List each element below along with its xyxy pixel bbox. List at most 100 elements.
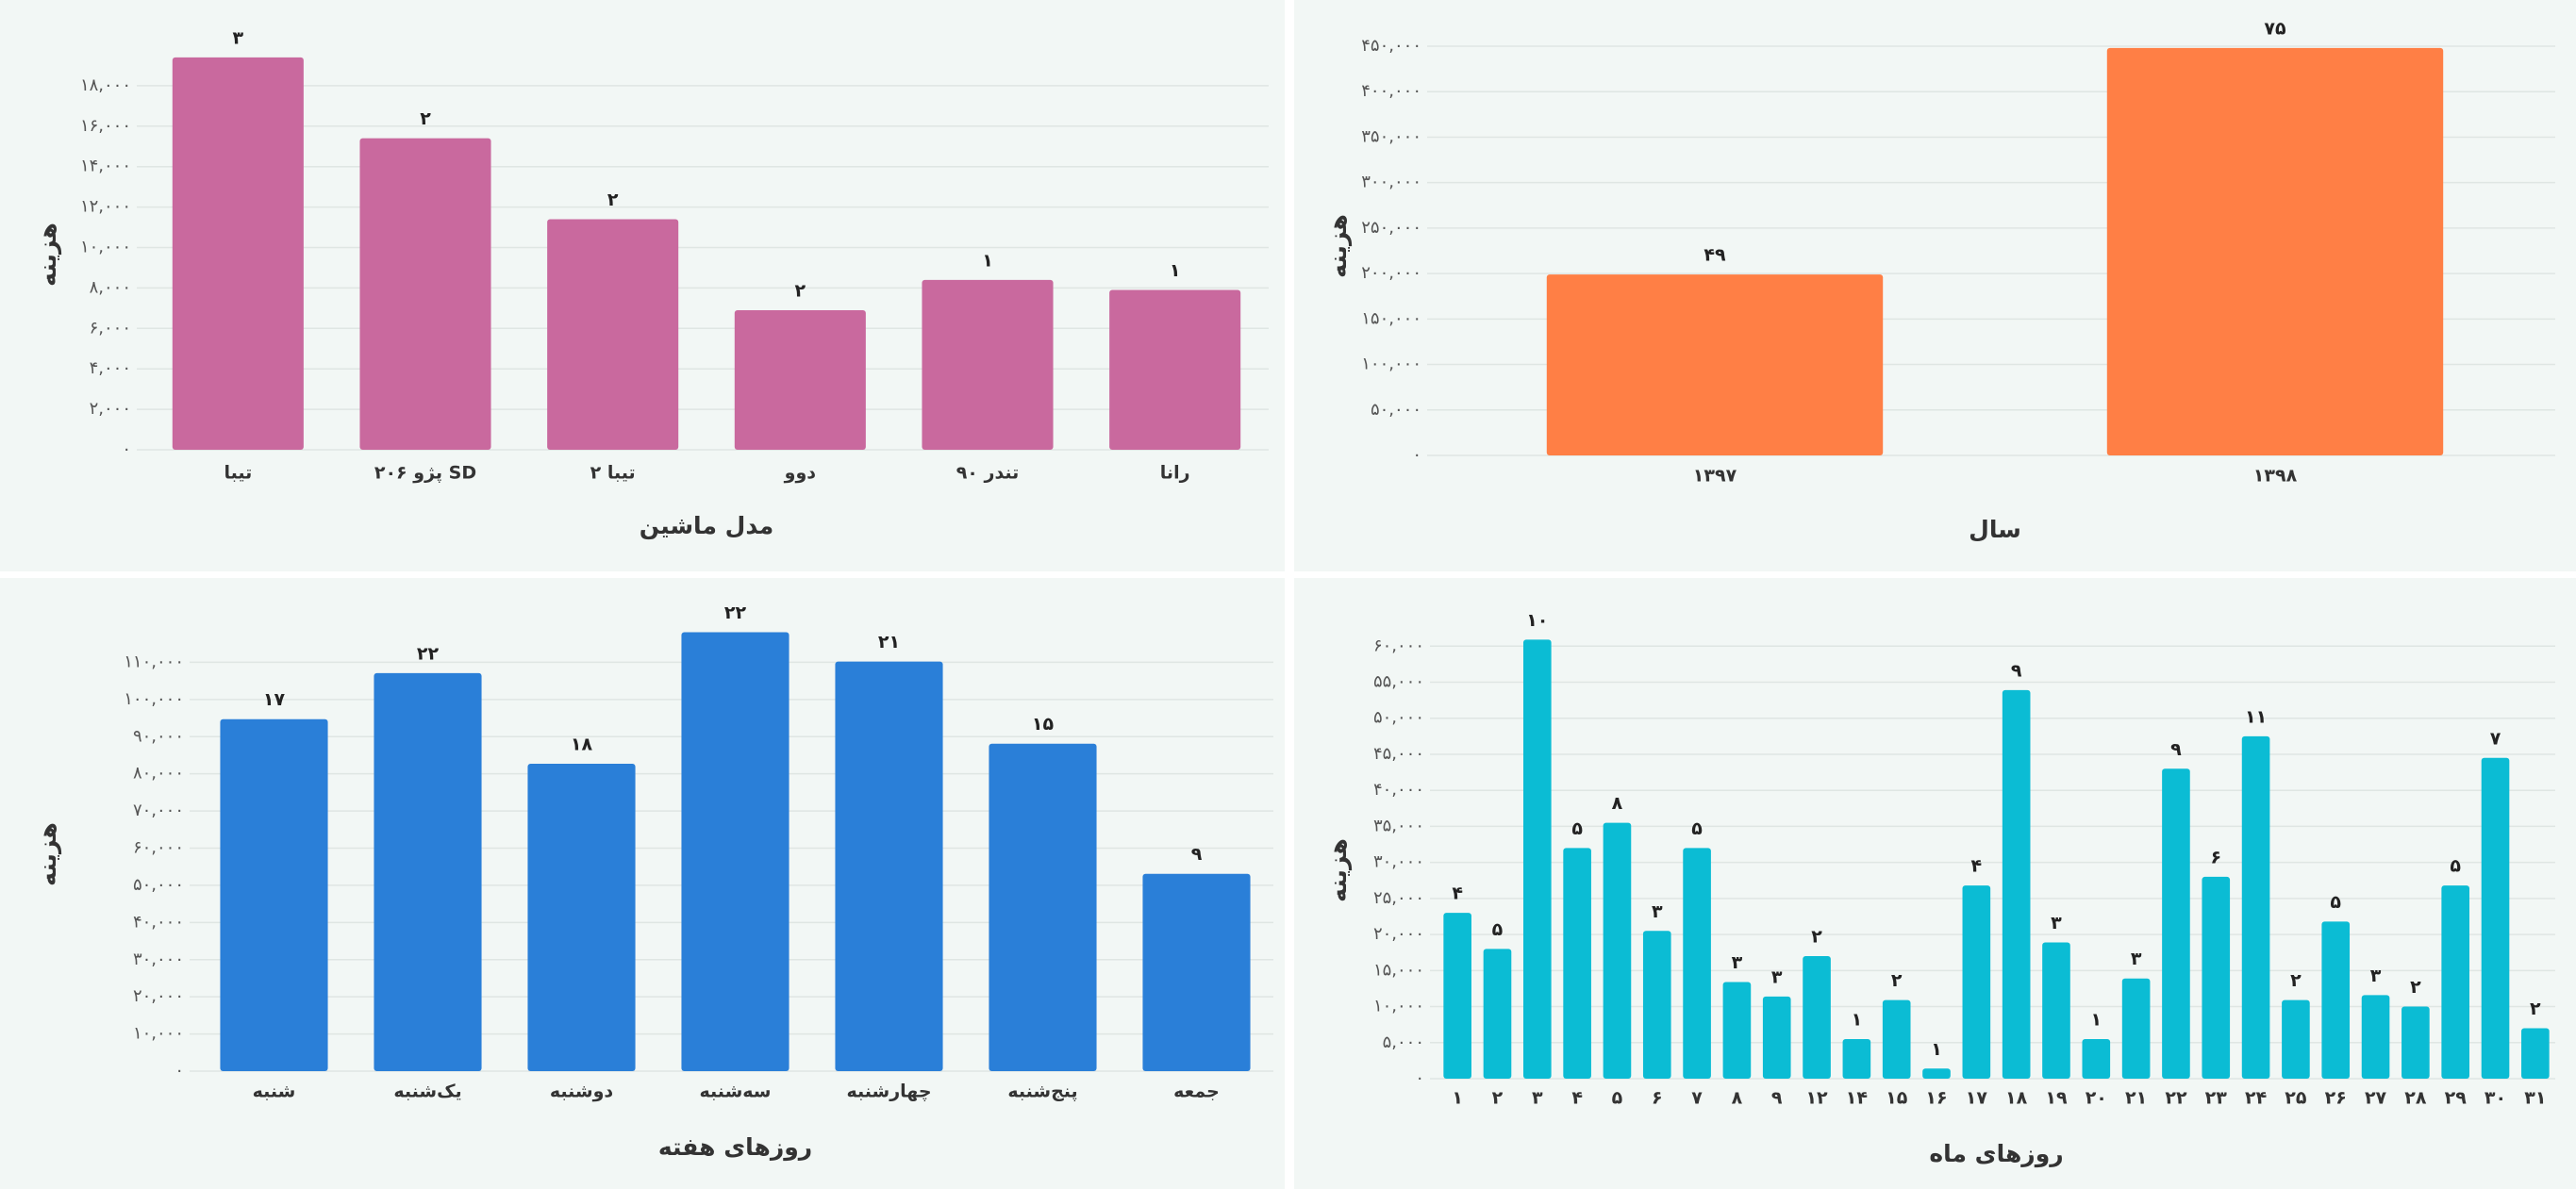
y-tick-label: ۲۰,۰۰۰ [133,986,184,1006]
y-tick-label: ۱۶,۰۰۰ [80,116,131,136]
bar [2282,999,2310,1079]
x-tick-label: ۱۷ [1966,1088,1988,1109]
count-label: ۲ [1891,970,1903,991]
bar [2082,1038,2111,1079]
count-label: ۵ [1492,919,1504,940]
x-tick-label: ۲۰ [2086,1088,2107,1109]
count-label: ۷۵ [2264,18,2286,39]
x-tick-label: ۹ [1771,1088,1783,1109]
x-tick-label: ۱۴ [1846,1088,1868,1109]
y-tick-label: ۱۲,۰۰۰ [80,197,131,217]
y-tick-label: ۹۰,۰۰۰ [133,726,184,746]
y-tick-label: ۲۵۰,۰۰۰ [1361,218,1421,238]
count-label: ۱۱ [2245,706,2267,727]
y-tick-label: ۱۰۰,۰۰۰ [1361,355,1421,374]
x-tick-label: ۱۹ [2045,1088,2068,1109]
bar [1563,848,1591,1079]
y-tick-label: ۸,۰۰۰ [90,277,131,297]
count-label: ۱ [2090,1009,2102,1030]
x-tick-label: یک‌شنبه [393,1082,461,1102]
y-tick-label: ۱۵۰,۰۰۰ [1361,308,1421,328]
count-label: ۲۱ [878,632,900,652]
bar [1443,913,1471,1079]
y-tick-label: ۵,۰۰۰ [1383,1032,1424,1052]
bar [2002,689,2031,1079]
y-tick-label: ۴۵,۰۰۰ [1373,744,1424,764]
x-tick-label: ۱۳۹۸ [2253,466,2298,487]
x-axis-title: روزهای هفته [658,1133,812,1162]
x-tick-label: ۷ [1691,1088,1703,1109]
bar [2162,768,2190,1079]
bar [1803,956,1831,1079]
y-tick-label: ۳۰,۰۰۰ [1373,852,1424,872]
count-label: ۲۲ [724,603,747,623]
y-tick-label: ۲۰۰,۰۰۰ [1361,263,1421,283]
x-tick-label: ۱۵ [1886,1088,1908,1109]
count-label: ۲ [795,280,806,301]
x-tick-label: چهارشنبه [846,1082,931,1102]
chart-panel: ۰ ۵۰,۰۰۰ ۱۰۰,۰۰۰ ۱۵۰,۰۰۰ ۲۰۰,۰۰۰ ۲۵۰,۰۰۰ ۳۰۰,۰… [1294,0,2576,571]
count-label: ۹ [2170,739,2182,760]
x-tick-label: ۲۱ [2125,1088,2147,1109]
y-tick-label: ۵۵,۰۰۰ [1373,672,1424,692]
count-label: ۳ [2131,949,2142,969]
bar [1762,996,1791,1079]
x-axis-title: سال [1969,516,2021,543]
x-tick-label: ۴ [1571,1088,1583,1109]
bar [1603,822,1632,1079]
bar [2241,735,2270,1079]
y-tick-label: ۱۸,۰۰۰ [80,75,131,95]
y-tick-label: ۵۰,۰۰۰ [1373,708,1424,728]
count-label: ۷ [2490,728,2501,749]
count-label: ۱۷ [263,689,286,710]
count-label: ۲ [2530,999,2541,1019]
x-tick-label: ۲۸ [2404,1088,2427,1109]
bar [922,279,1054,450]
y-tick-label: ۵۰,۰۰۰ [1371,400,1421,420]
chart-panel: ۰ ۵,۰۰۰ ۱۰,۰۰۰ ۱۵,۰۰۰ ۲۰,۰۰۰ ۲۵,۰۰۰ ۳۰,۰۰۰ ۳۵,۰… [1294,578,2576,1189]
y-tick-label: ۵۰,۰۰۰ [133,875,184,895]
count-label: ۱۰ [1526,610,1548,631]
count-label: ۹ [1191,844,1203,865]
x-tick-label: جمعه [1173,1082,1220,1102]
count-label: ۳ [2370,966,2382,986]
bar [1882,999,1911,1079]
y-tick-label: ۱۰,۰۰۰ [1373,997,1424,1016]
count-label: ۴ [1452,883,1463,904]
count-label: ۲ [1811,927,1822,948]
x-tick-label: ۳۱ [2524,1088,2546,1109]
x-tick-label: ۶ [1652,1088,1663,1109]
count-label: ۱ [1852,1009,1863,1030]
x-axis-title: مدل ماشین [640,512,773,540]
y-tick-label: ۰ [175,1061,184,1081]
y-tick-label: ۶۰,۰۰۰ [133,838,184,858]
y-tick-label: ۶,۰۰۰ [90,318,131,338]
x-tick-label: تیبا ۲ [590,463,636,484]
x-tick-label: ۲ [1492,1088,1504,1109]
y-tick-label: ۱۰۰,۰۰۰ [124,689,184,709]
y-tick-label: ۱۰,۰۰۰ [80,238,131,257]
x-tick-label: ۲۲ [2165,1088,2187,1109]
x-tick-label: ۱۸ [2005,1088,2028,1109]
y-tick-label: ۰ [1412,445,1421,465]
x-tick-label: ۲۴ [2245,1088,2267,1109]
y-tick-label: ۴۰۰,۰۰۰ [1361,81,1421,101]
x-tick-label: ۸ [1732,1088,1743,1109]
x-tick-label: تیبا [224,463,252,484]
chart-panel: ۰ ۱۰,۰۰۰ ۲۰,۰۰۰ ۳۰,۰۰۰ ۴۰,۰۰۰ ۵۰,۰۰۰ ۶۰,۰۰۰ ۷۰,… [0,578,1285,1189]
x-tick-label: دوو [784,463,817,484]
count-label: ۳ [2051,913,2062,933]
count-label: ۱ [982,250,993,271]
bar [835,661,943,1071]
x-tick-label: ۲۳ [2205,1088,2228,1109]
count-label: ۵ [2450,856,2461,877]
x-tick-label: ۳۰ [2485,1088,2506,1109]
bar [734,309,866,450]
x-tick-label: ۱۶ [1925,1088,1947,1109]
x-tick-label: پنج‌شنبه [1007,1082,1077,1102]
bar [220,718,328,1071]
x-tick-label: ۳ [1532,1088,1543,1109]
x-tick-label: ۱۳۹۷ [1693,466,1737,487]
count-label: ۲۲ [417,643,440,664]
count-label: ۲ [2410,977,2421,998]
